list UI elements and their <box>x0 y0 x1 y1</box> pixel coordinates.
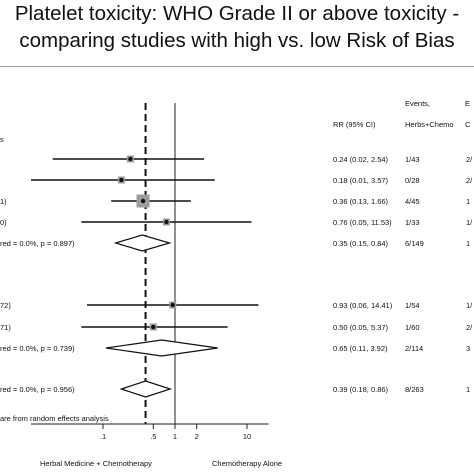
header-events: Events, <box>405 99 430 108</box>
rr-ci-text: 0.18 (0.01, 3.57) <box>333 176 389 185</box>
events-control-partial: 2/ <box>466 155 473 164</box>
point-estimate <box>170 302 175 308</box>
events-control-partial: 1 <box>466 197 470 206</box>
rr-ci-text: 0.36 (0.13, 1.66) <box>333 197 389 206</box>
subtotal-diamond <box>105 339 218 357</box>
rr-ci-text: 0.39 (0.18, 0.86) <box>333 385 389 394</box>
events-control-partial: 2/ <box>466 176 473 185</box>
header-herbs-chemo: Herbs+Chemo <box>405 120 454 129</box>
row-label: 72) <box>0 301 11 310</box>
events-herbs-chemo: 1/43 <box>405 155 420 164</box>
events-herbs-chemo: 1/33 <box>405 218 420 227</box>
x-tick-label: .1 <box>100 432 106 441</box>
events-control-partial: 1/ <box>466 218 473 227</box>
events-herbs-chemo: 2/114 <box>405 344 423 353</box>
x-tick-label: .5 <box>150 432 156 441</box>
row-label: red = 0.0%, p = 0.739) <box>0 344 75 353</box>
row-label: red = 0.0%, p = 0.956) <box>0 385 75 394</box>
point-estimate <box>119 177 124 183</box>
header-e-col: E <box>465 99 470 108</box>
events-herbs-chemo: 0/28 <box>405 176 420 185</box>
point-estimate <box>140 198 146 204</box>
header-rr: RR (95% CI) <box>333 120 376 129</box>
rr-ci-text: 0.50 (0.05, 5.37) <box>333 323 389 332</box>
row-label: 1) <box>0 197 7 206</box>
events-herbs-chemo: 6/149 <box>405 239 424 248</box>
rr-ci-text: 0.93 (0.06, 14.41) <box>333 301 393 310</box>
events-control-partial: 3 <box>466 344 470 353</box>
x-tick-label: 10 <box>243 432 251 441</box>
chart-title-line-1: Platelet toxicity: WHO Grade II or above… <box>14 2 460 25</box>
footnote: are from random effects analysis <box>0 414 109 423</box>
row-label: red = 0.0%, p = 0.897) <box>0 239 75 248</box>
rr-ci-text: 0.24 (0.02, 2.54) <box>333 155 389 164</box>
chart-title-line-2: comparing studies with high vs. low Risk… <box>19 29 455 52</box>
header-c-col: C <box>465 120 471 129</box>
overall-diamond <box>119 380 173 398</box>
axis-label-right: Chemotherapy Alone <box>212 459 282 468</box>
axis-label-left: Herbal Medicine + Chemotherapy <box>40 459 152 468</box>
x-tick-label: 2 <box>195 432 199 441</box>
events-herbs-chemo: 8/263 <box>405 385 424 394</box>
title-divider <box>0 66 474 67</box>
events-herbs-chemo: 1/60 <box>405 323 420 332</box>
events-herbs-chemo: 1/54 <box>405 301 420 310</box>
point-estimate <box>164 219 169 225</box>
group-label-partial: s <box>0 135 4 144</box>
row-label: 71) <box>0 323 11 332</box>
events-control-partial: 1 <box>466 385 470 394</box>
x-tick-label: 1 <box>173 432 177 441</box>
rr-ci-text: 0.35 (0.15, 0.84) <box>333 239 389 248</box>
point-estimate <box>151 324 156 330</box>
events-control-partial: 1/ <box>466 301 473 310</box>
row-label: 0) <box>0 218 7 227</box>
subtotal-diamond <box>113 234 172 252</box>
rr-ci-text: 0.65 (0.11, 3.92) <box>333 344 388 353</box>
events-control-partial: 2/ <box>466 323 473 332</box>
point-estimate <box>128 156 133 162</box>
events-control-partial: 1 <box>466 239 470 248</box>
rr-ci-text: 0.76 (0.05, 11.53) <box>333 218 392 227</box>
events-herbs-chemo: 4/45 <box>405 197 420 206</box>
